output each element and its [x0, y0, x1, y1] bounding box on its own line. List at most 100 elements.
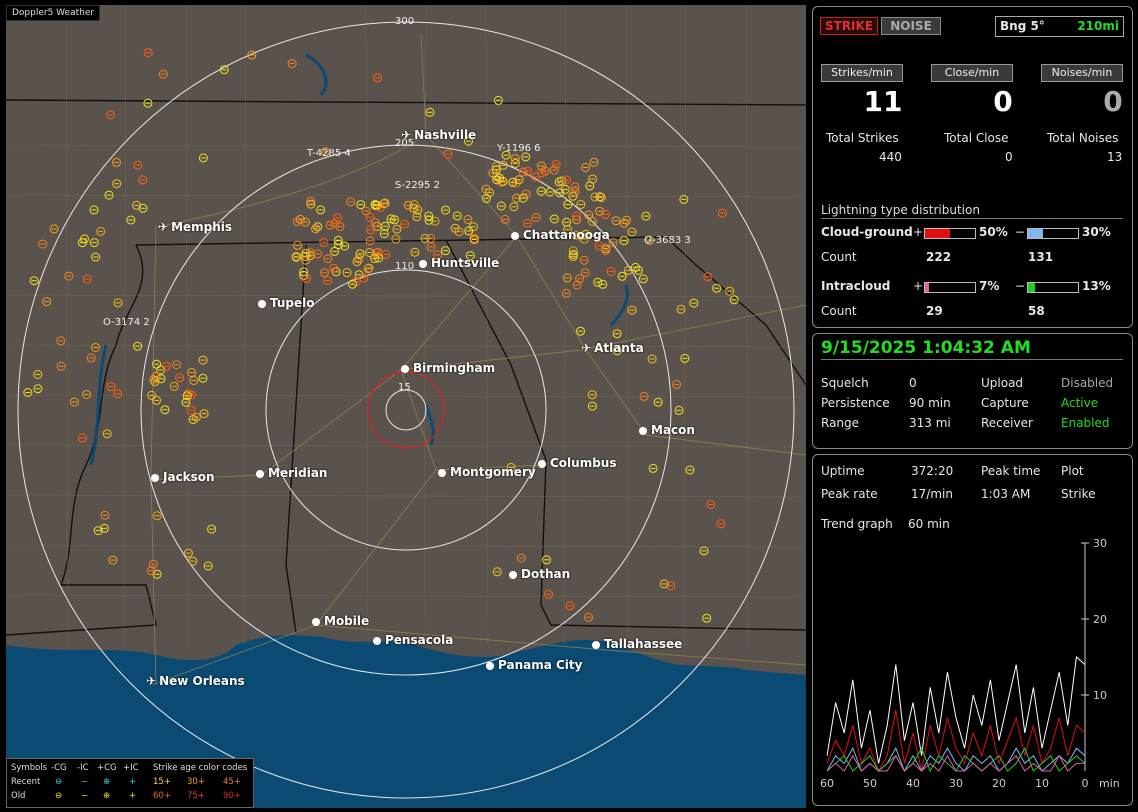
strike-marker [64, 271, 74, 281]
strike-marker [330, 219, 340, 229]
strike-marker [133, 341, 143, 351]
city-dot-icon [509, 570, 517, 579]
strike-marker [93, 526, 103, 536]
storm-tag[interactable]: S-2295 2 [395, 180, 440, 191]
strike-marker [86, 353, 96, 363]
peak-rate-value: 17/min [911, 487, 953, 501]
strike-marker [521, 152, 531, 162]
minus-icon: − [1015, 279, 1026, 293]
strike-marker [531, 213, 541, 223]
strike-marker [380, 198, 390, 208]
strike-marker [606, 267, 616, 276]
strike-marker [334, 240, 344, 250]
strike-marker [33, 384, 43, 394]
strike-marker [522, 166, 532, 176]
strike-marker [113, 298, 123, 308]
strike-marker [335, 222, 345, 232]
strike-marker [563, 200, 573, 209]
strike-marker [316, 205, 326, 215]
total-close-label: Total Close [944, 131, 1009, 145]
strike-marker [464, 226, 474, 236]
strike-marker [320, 147, 330, 157]
strike-marker [102, 429, 112, 439]
strike-marker [198, 373, 208, 383]
strike-marker [562, 217, 571, 227]
strike-marker [181, 397, 191, 407]
plot-value[interactable]: Strike [1061, 487, 1096, 501]
city-dot-icon [373, 636, 381, 645]
noise-button[interactable]: NOISE [881, 17, 941, 35]
strike-marker [601, 245, 611, 255]
city-label: Meridian [256, 466, 327, 480]
strike-marker [464, 136, 473, 146]
strike-marker [112, 179, 122, 189]
strike-marker [706, 500, 716, 509]
storm-tag[interactable]: O-3174 2 [103, 317, 150, 328]
cg-positive-count: 222 [926, 250, 952, 264]
strike-marker [100, 510, 110, 520]
strike-marker [333, 213, 342, 223]
city-label: Columbus [538, 456, 617, 470]
strike-marker [198, 153, 208, 163]
city-name: New Orleans [159, 674, 245, 688]
strike-marker [506, 463, 516, 472]
strike-marker [580, 268, 590, 278]
strike-marker [587, 401, 597, 411]
strike-marker [495, 173, 504, 183]
strike-marker [379, 229, 389, 239]
ic-positive-fill [925, 283, 929, 292]
strike-marker [352, 257, 362, 267]
strike-marker [247, 50, 257, 60]
strike-marker [570, 182, 580, 192]
city-name: Jackson [163, 470, 215, 484]
strike-marker [441, 246, 450, 256]
strike-marker [413, 205, 423, 215]
peak-time-value: 1:03 AM [981, 487, 1031, 501]
strike-stats-panel: STRIKE NOISE Bng 5° 210mi Strikes/min Cl… [812, 6, 1133, 328]
strike-marker [152, 511, 162, 521]
strike-marker [699, 546, 709, 556]
city-label: Mobile [312, 614, 369, 628]
strike-marker [426, 242, 436, 252]
legend-age-title: Strike age color codes [153, 763, 248, 773]
strike-marker [183, 548, 193, 558]
strike-marker [619, 236, 629, 246]
legend-age: 75+ [187, 791, 205, 801]
trend-label: Trend graph [821, 517, 893, 531]
strike-marker [493, 95, 503, 105]
x-axis-label: min [1099, 777, 1120, 790]
datetime: 9/15/2025 1:04:32 AM [821, 338, 1031, 358]
strikes-per-min-label[interactable]: Strikes/min [821, 64, 903, 82]
storm-tag[interactable]: O-3683 3 [644, 235, 691, 246]
total-noises-label: Total Noises [1047, 131, 1119, 145]
storm-tag[interactable]: Y-1196 6 [497, 143, 541, 154]
strike-marker [617, 271, 627, 281]
strike-button[interactable]: STRIKE [820, 17, 878, 35]
city-label: Pensacola [373, 633, 453, 647]
storm-tag[interactable]: T-4285 4 [307, 148, 351, 159]
strike-marker [146, 566, 156, 576]
ic-positive-bar [924, 282, 976, 293]
strike-marker [391, 234, 401, 244]
legend-symbols-label: Symbols [11, 763, 48, 773]
y-tick-label: 20 [1093, 613, 1107, 626]
total-strikes-label: Total Strikes [826, 131, 899, 145]
strike-marker [672, 379, 682, 389]
noises-per-min-label[interactable]: Noises/min [1041, 64, 1123, 82]
strike-marker [69, 397, 79, 407]
city-dot-icon [419, 259, 427, 268]
strike-marker [589, 157, 599, 167]
plus-cg-recent-icon: ⊕ [103, 777, 111, 787]
radar-map[interactable]: 300 205 110 15 ✈ Nashville ✈ Memphis Chattan… [6, 5, 806, 808]
close-per-min-label[interactable]: Close/min [931, 64, 1013, 82]
map-canvas [6, 5, 806, 808]
strike-marker [584, 210, 594, 220]
city-name: Tallahassee [604, 637, 683, 651]
strike-marker [542, 555, 551, 565]
trend-series-line [826, 754, 1085, 772]
city-name: Huntsville [431, 256, 500, 270]
strike-marker [175, 373, 185, 383]
strike-marker [481, 184, 491, 194]
strike-marker [679, 194, 689, 204]
strike-marker [364, 263, 374, 273]
